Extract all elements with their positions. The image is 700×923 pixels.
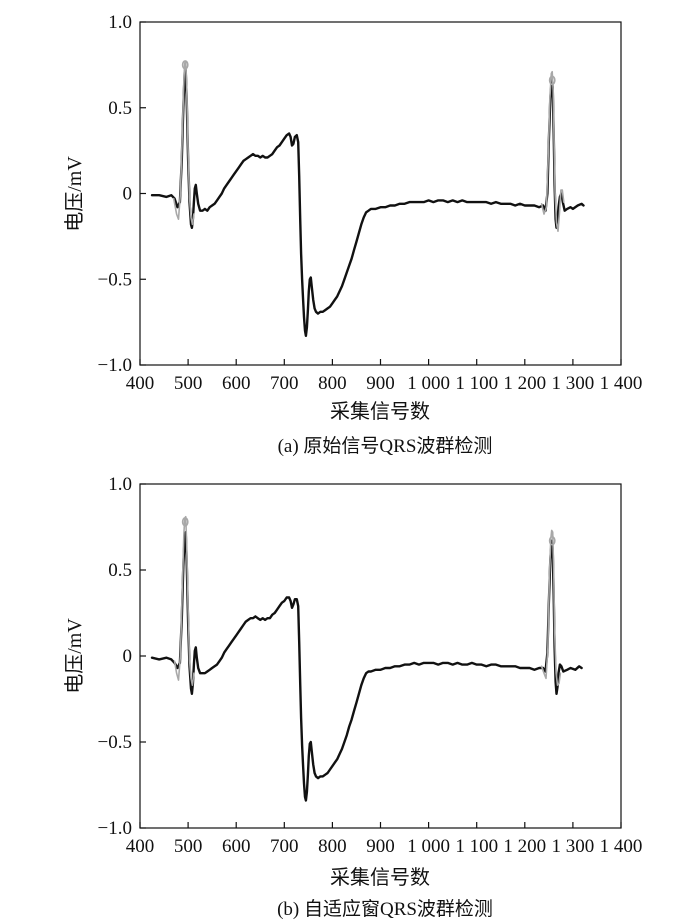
r-peak-marker [181,60,189,70]
y-tick-label: 0 [123,184,133,205]
x-tick-label: 500 [174,373,203,394]
r-peak-marker [181,517,189,527]
x-tick-label: 1 400 [600,373,643,394]
x-tick-label: 1 200 [503,373,546,394]
signal-line [150,68,585,337]
chart-a: 电压/mV 采集信号数 (a) 原始信号QRS波群检测 1.0 0.5 0 −0.5 −… [63,12,642,457]
y-axis-label: 电压/mV [63,156,86,232]
x-tick-label: 900 [366,836,395,857]
x-tick-label: 1 100 [455,373,498,394]
x-tick-label: 1 000 [407,836,450,857]
x-tick-label: 1 300 [552,836,595,857]
y-tick-label: −0.5 [98,732,132,753]
x-tick-label: 500 [174,836,203,857]
x-tick-label: 400 [126,836,155,857]
y-tick-label: 1.0 [108,474,132,495]
y-tick-label: 0 [123,646,133,667]
x-tick-label: 600 [222,836,251,857]
qrs-detection-line [540,70,565,232]
y-tick-label: −1.0 [98,355,132,376]
y-tick-label: 0.5 [108,98,132,119]
x-tick-label: 1 300 [552,373,595,394]
signal-line [150,531,583,802]
y-tick-label: 1.0 [108,12,132,33]
x-axis-label: 采集信号数 [330,400,430,423]
r-peak-marker [548,535,556,546]
x-tick-label: 700 [270,373,299,394]
y-tick-label: −1.0 [98,818,132,839]
plot-frame [139,21,622,366]
qrs-detection-line [172,60,195,226]
y-axis-label: 电压/mV [63,618,86,694]
x-axis-label: 采集信号数 [330,866,430,889]
x-tick-label: 900 [366,373,395,394]
figure-caption: (b) 自适应窗QRS波群检测 [277,898,493,920]
y-tick-label: 0.5 [108,560,132,581]
plot-frame [139,483,622,829]
x-tick-label: 1 100 [455,836,498,857]
x-tick-label: 800 [318,836,347,857]
r-peak-marker [548,75,556,86]
x-tick-label: 700 [270,836,299,857]
qrs-detection-line [540,529,562,686]
x-tick-label: 1 200 [503,836,546,857]
qrs-detection-line [173,515,195,686]
x-tick-label: 600 [222,373,251,394]
y-tick-label: −0.5 [98,269,132,290]
x-tick-label: 1 400 [600,836,643,857]
figure-caption: (a) 原始信号QRS波群检测 [278,435,493,457]
x-tick-label: 800 [318,373,347,394]
chart-b: 电压/mV 采集信号数 (b) 自适应窗QRS波群检测 1.0 0.5 0 −0.5 −… [63,474,642,920]
x-tick-label: 1 000 [407,373,450,394]
x-tick-label: 400 [126,373,155,394]
